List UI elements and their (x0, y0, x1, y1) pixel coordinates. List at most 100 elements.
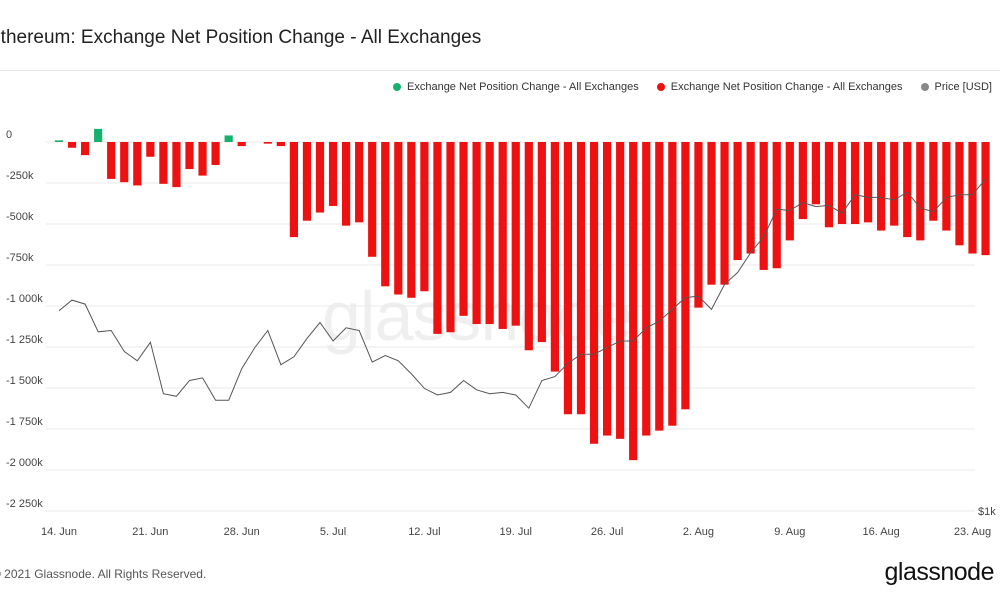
x-tick-label: 9. Aug (774, 526, 805, 538)
net-position-bar[interactable] (498, 142, 507, 329)
net-position-bar[interactable] (276, 142, 285, 147)
net-position-bar[interactable] (563, 142, 573, 415)
net-position-bar[interactable] (355, 142, 364, 223)
y-tick-label: -1 750k (6, 416, 43, 428)
net-position-bar[interactable] (955, 142, 964, 246)
net-position-bar[interactable] (642, 142, 651, 436)
net-position-bar[interactable] (629, 142, 638, 461)
net-position-bar[interactable] (302, 142, 312, 221)
net-position-bar[interactable] (668, 142, 677, 426)
net-position-bar[interactable] (328, 142, 338, 206)
copyright-text: © 2021 Glassnode. All Rights Reserved. (0, 567, 207, 581)
y-tick-label: -1 000k (6, 293, 43, 305)
net-position-bar[interactable] (368, 142, 377, 257)
legend-green-label: Exchange Net Position Change - All Excha… (407, 81, 639, 93)
net-position-bar[interactable] (824, 142, 834, 228)
legend-red-label: Exchange Net Position Change - All Excha… (670, 81, 903, 93)
net-position-bar[interactable] (798, 142, 807, 220)
net-position-bar[interactable] (550, 142, 559, 372)
net-position-bar[interactable] (211, 142, 220, 165)
net-position-bar[interactable] (772, 142, 781, 269)
net-position-bar[interactable] (981, 142, 990, 256)
net-position-bar[interactable] (433, 142, 442, 334)
net-position-bar[interactable] (185, 142, 194, 170)
net-position-bar[interactable] (603, 142, 612, 436)
net-position-bar[interactable] (864, 142, 873, 223)
x-tick-label: 19. Jul (500, 526, 532, 538)
net-position-bar[interactable] (381, 142, 390, 287)
net-position-bar[interactable] (420, 142, 429, 292)
net-position-bar[interactable] (537, 142, 546, 343)
legend-green-swatch (393, 83, 401, 91)
net-position-bar[interactable] (576, 142, 586, 415)
y-tick-label: 0 (6, 129, 12, 141)
legend-price-label: Price [USD] (934, 81, 992, 93)
net-position-bar[interactable] (655, 142, 664, 431)
net-position-bar[interactable] (289, 142, 298, 238)
net-position-bar[interactable] (511, 142, 520, 326)
net-position-bar[interactable] (785, 142, 794, 241)
net-position-bar[interactable] (342, 142, 351, 226)
x-tick-label: 12. Jul (408, 526, 440, 538)
net-position-bar[interactable] (837, 142, 847, 224)
chart-title: Ethereum: Exchange Net Position Change -… (0, 27, 482, 48)
net-position-bar[interactable] (485, 142, 494, 325)
net-position-bar[interactable] (120, 142, 129, 183)
net-position-bar[interactable] (916, 142, 925, 241)
net-position-bar[interactable] (968, 142, 977, 254)
net-position-bar[interactable] (811, 142, 820, 205)
net-position-bar[interactable] (759, 142, 768, 270)
net-position-bar[interactable] (394, 142, 403, 295)
net-position-bar[interactable] (903, 142, 912, 238)
net-position-bar[interactable] (746, 142, 755, 254)
net-position-bar[interactable] (446, 142, 455, 333)
legend-red-swatch (656, 83, 665, 91)
net-position-bar[interactable] (616, 142, 625, 439)
net-position-bar[interactable] (315, 142, 325, 213)
net-position-bar[interactable] (850, 142, 860, 224)
price-line (58, 178, 986, 410)
net-position-bar[interactable] (929, 142, 938, 221)
y-tick-label: -250k (6, 170, 34, 182)
net-position-bar[interactable] (589, 142, 599, 444)
x-tick-label: 16. Aug (862, 526, 899, 538)
x-tick-label: 14. Jun (41, 526, 77, 538)
legend-item-price[interactable]: Price [USD] (920, 81, 992, 93)
net-position-bar[interactable] (263, 142, 272, 144)
net-position-bar[interactable] (54, 140, 64, 142)
net-position-bar[interactable] (890, 142, 899, 226)
net-position-bar[interactable] (524, 142, 533, 351)
net-position-bar[interactable] (237, 142, 246, 147)
net-position-bar[interactable] (81, 142, 90, 156)
net-position-bar[interactable] (198, 142, 207, 176)
net-position-bar[interactable] (877, 142, 886, 231)
net-position-bar[interactable] (407, 142, 416, 298)
net-position-bar[interactable] (459, 142, 468, 316)
legend-item-green[interactable]: Exchange Net Position Change - All Excha… (393, 81, 639, 93)
net-position-bar[interactable] (472, 142, 481, 325)
net-position-bar[interactable] (694, 142, 703, 308)
legend-item-red[interactable]: Exchange Net Position Change - All Excha… (656, 81, 903, 93)
net-position-bar[interactable] (67, 142, 77, 148)
net-position-bar[interactable] (707, 142, 716, 285)
net-position-bar[interactable] (733, 142, 742, 261)
y-tick-label: -2 250k (6, 498, 43, 510)
x-tick-label: 23. Aug (954, 526, 991, 538)
y-tick-label: -750k (6, 252, 34, 264)
net-position-bar[interactable] (681, 142, 690, 410)
y-tick-label: -1 250k (6, 334, 43, 346)
net-position-bar[interactable] (159, 142, 168, 184)
net-position-bar[interactable] (94, 128, 103, 142)
net-position-bar[interactable] (172, 142, 181, 188)
net-position-bar[interactable] (107, 142, 116, 179)
brand-logo: glassnode (884, 558, 995, 586)
net-position-bar[interactable] (146, 142, 155, 157)
net-position-bar[interactable] (720, 142, 729, 285)
legend-price-swatch (920, 83, 929, 91)
x-tick-label: 26. Jul (591, 526, 623, 538)
net-position-bar[interactable] (133, 142, 142, 186)
y-tick-label: -500k (6, 211, 34, 223)
net-position-bar[interactable] (942, 142, 951, 231)
net-position-bar[interactable] (224, 135, 233, 142)
